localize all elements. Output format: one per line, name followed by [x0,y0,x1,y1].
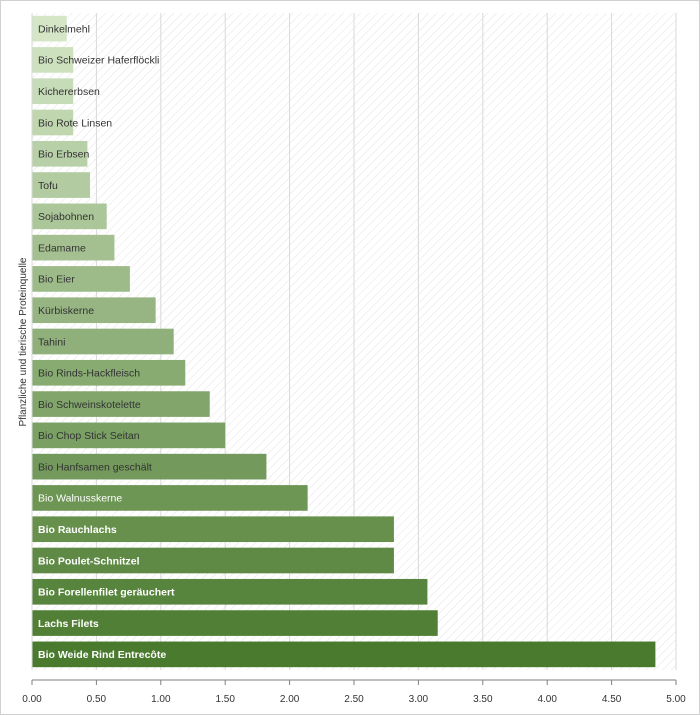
bar-label: Bio Rinds-Hackfleisch [38,368,140,380]
x-tick-label: 0.00 [22,694,42,705]
x-tick-label: 0.50 [87,694,107,705]
bars: Dinkelmehl Bio Schweizer Haferflöckli Kich… [32,15,656,668]
x-tick-label: 3.00 [409,694,429,705]
bar-label: Bio Forellenfilet geräuchert [38,587,175,599]
bar [32,391,210,417]
bar [32,641,656,668]
bar-label: Bio Rote Linsen [38,117,112,129]
bar-label: Bio Rauchlachs [38,524,117,536]
bar-label: Bio Hanfsamen geschält [38,461,152,473]
bar [32,266,130,292]
bar-label: Sojabohnen [38,211,94,223]
x-tick-label: 1.00 [151,694,171,705]
bar [32,422,226,449]
x-tick-label: 3.50 [473,694,493,705]
x-tick-label: 5.00 [666,694,686,705]
bar-label: Tahini [38,336,65,348]
bar [32,140,88,167]
bar [32,297,156,324]
bar [32,485,308,511]
bar [32,109,74,136]
bar [32,547,394,574]
bar-label: Bio Eier [38,274,75,286]
bar-label: Kichererbsen [38,86,100,98]
bar [32,516,394,543]
bar [32,78,74,105]
bar-label: Bio Chop Stick Seitan [38,430,140,442]
bar-label: Bio Schweizer Haferflöckli [38,55,159,67]
bar-label: Dinkelmehl [38,23,90,35]
x-axis: 0.00 0.50 1.00 1.50 2.00 2.50 3.00 3.50 4.00 4.50… [22,13,686,705]
bar [32,203,107,230]
bar-label: Tofu [38,180,58,192]
y-axis-title: Pflanzliche und tierische Proteinquelle [18,257,29,426]
bar [32,15,67,42]
bar [32,172,90,198]
bar [32,328,174,355]
x-tick-label: 4.00 [537,694,557,705]
bar-label: Bio Poulet-Schnitzel [38,555,140,567]
bar [32,453,267,480]
bar-label: Kürbiskerne [38,305,94,317]
bar [32,359,186,386]
x-tick-label: 2.50 [344,694,364,705]
bar-label: Edamame [38,242,86,254]
bar-label: Bio Erbsen [38,149,90,161]
bar [32,234,115,261]
bar [32,578,428,605]
x-tick-label: 1.50 [215,694,235,705]
bar [32,47,74,73]
bar-label: Bio Walnusskerne [38,493,122,505]
x-tick-label: 2.00 [280,694,300,705]
bar-label: Bio Weide Rind Entrecôte [38,649,166,661]
bar-label: Lachs Filets [38,618,99,630]
bar-label: Bio Schweinskotelette [38,399,141,411]
x-tick-label: 4.50 [602,694,622,705]
bar [32,610,438,636]
